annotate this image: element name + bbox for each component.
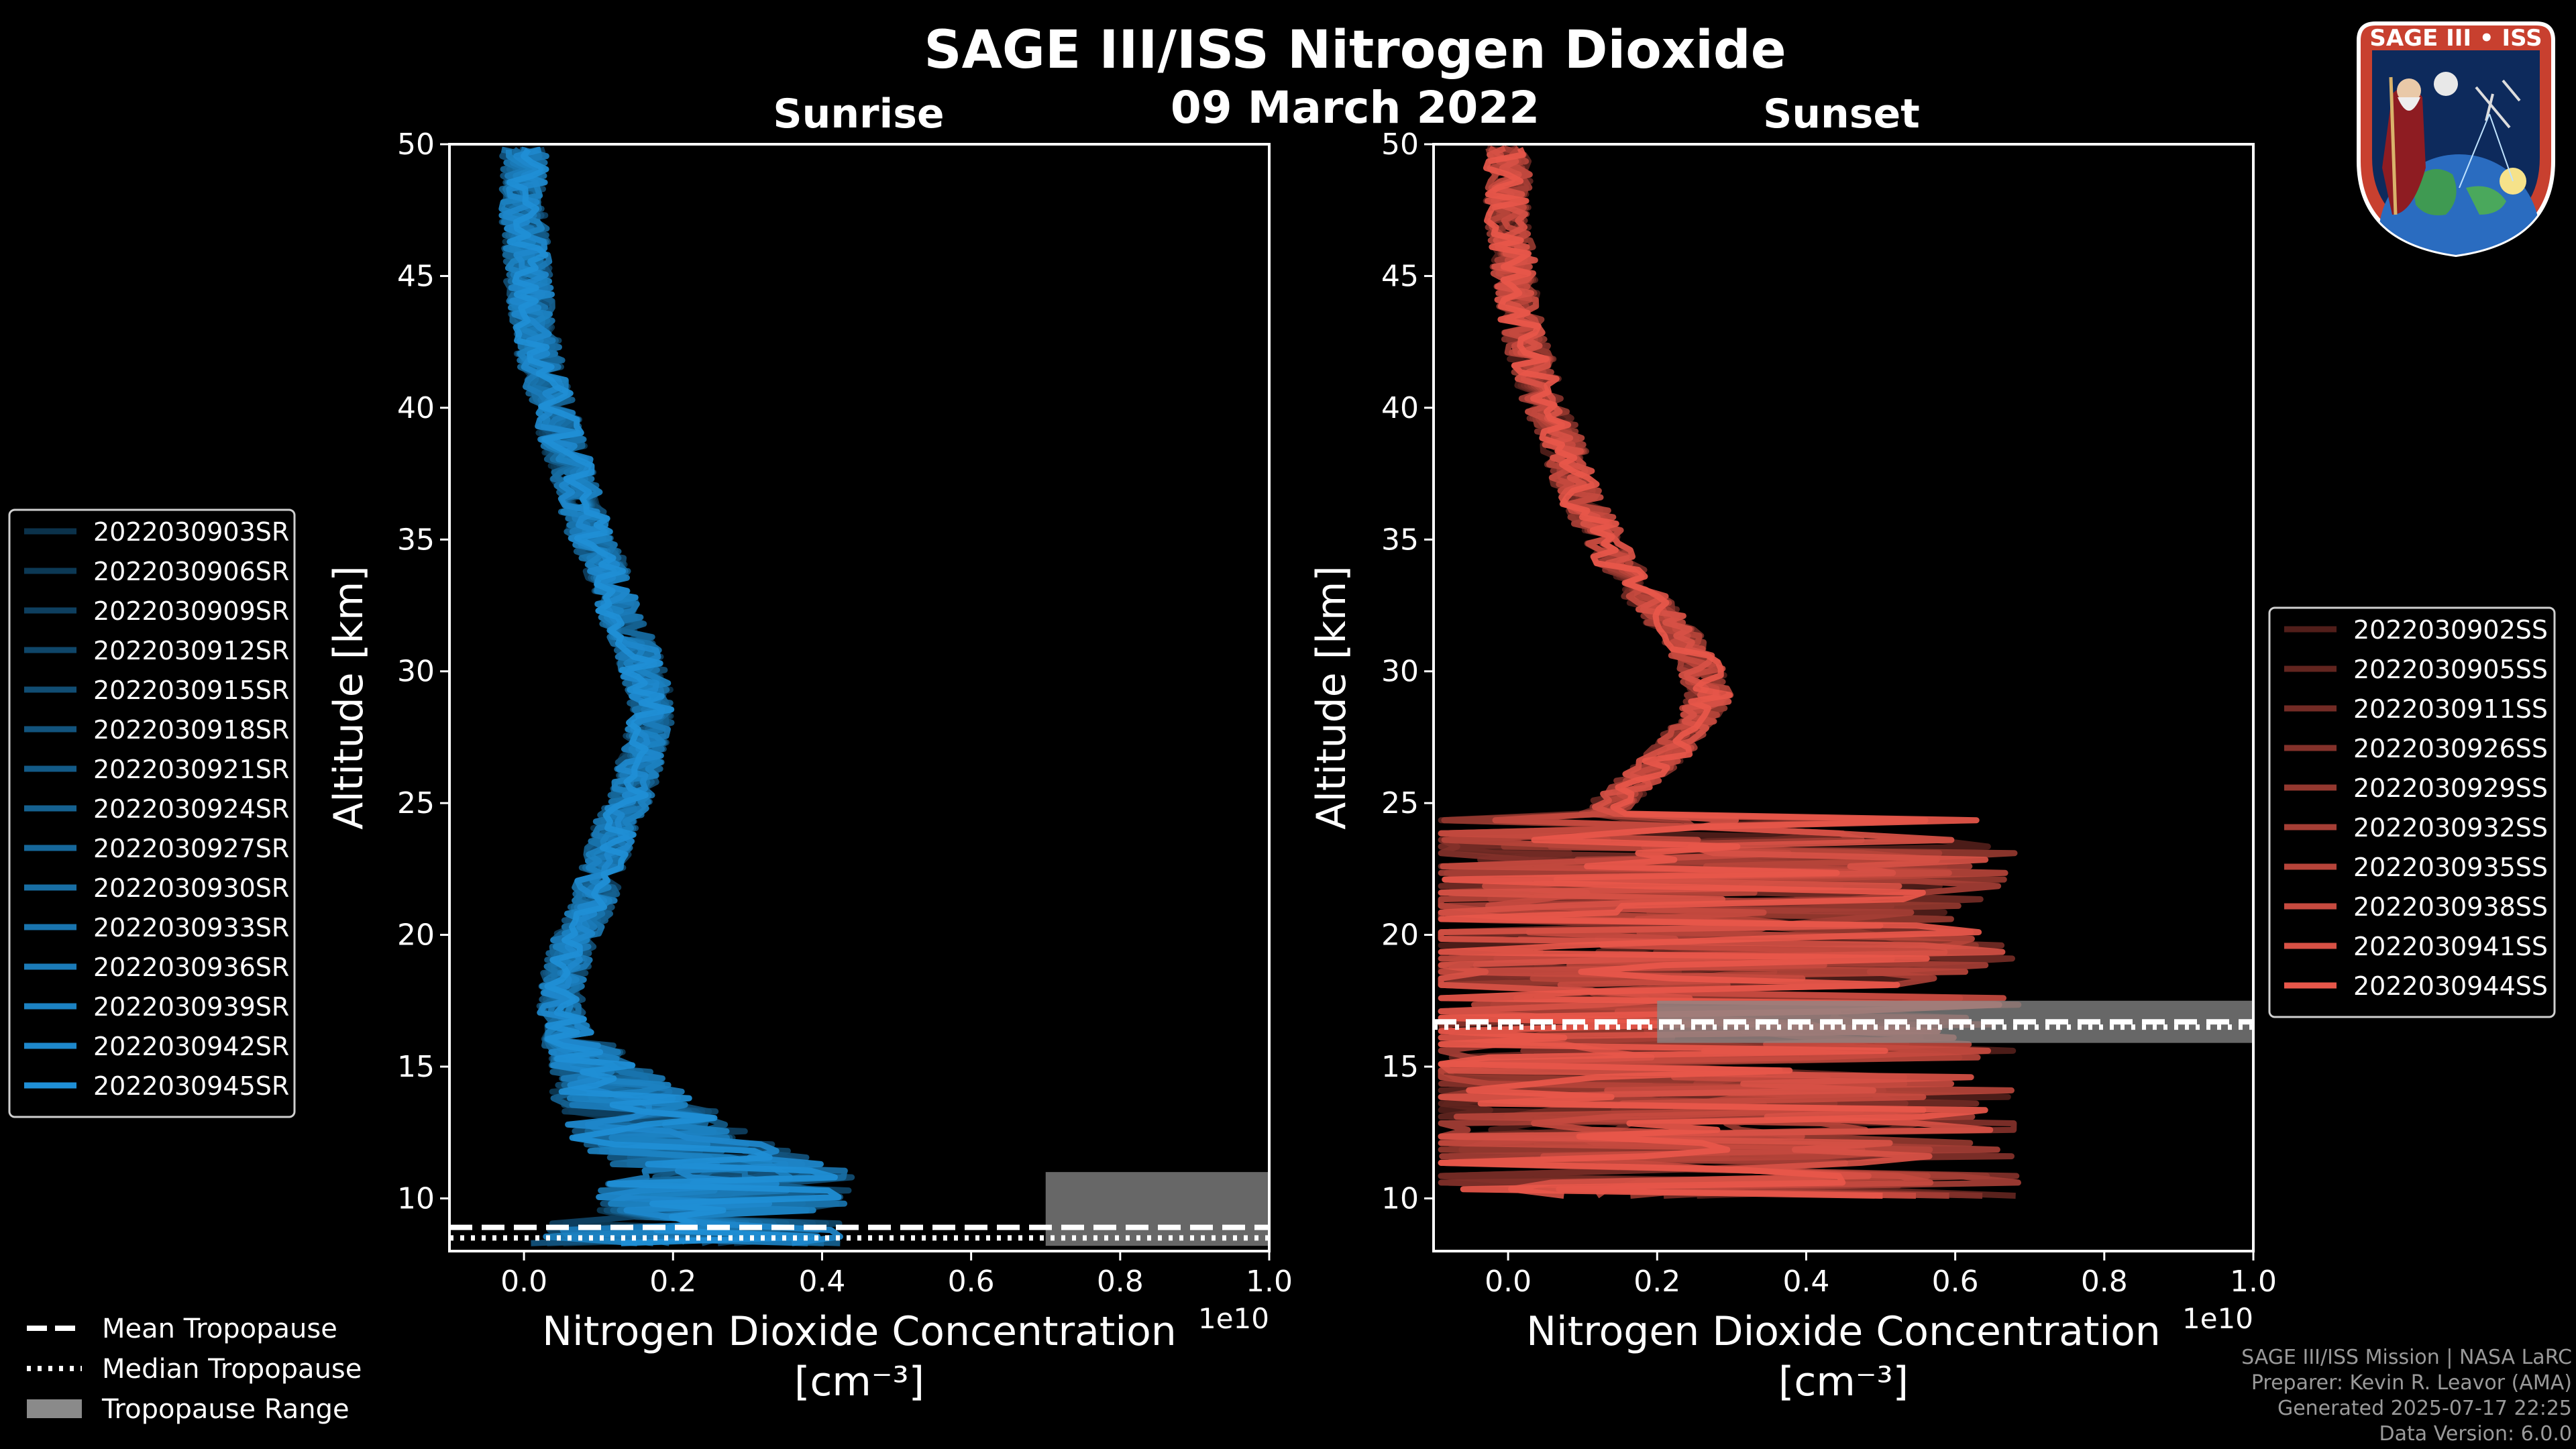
y-tick-label: 45	[1381, 259, 1419, 293]
legend-label: 2022030909SR	[93, 596, 289, 626]
x-tick-label: 1.0	[2230, 1265, 2277, 1299]
legend-label: 2022030932SS	[2353, 813, 2548, 843]
sunset-panel-title: Sunset	[1763, 91, 1920, 138]
y-tick-label: 40	[397, 391, 435, 425]
y-axis-label: Altitude [km]	[1308, 566, 1355, 830]
x-offset-label: 1e10	[1198, 1302, 1269, 1335]
legend-label: 2022030912SR	[93, 636, 289, 665]
x-tick-label: 0.4	[798, 1265, 845, 1299]
y-tick-label: 10	[397, 1181, 435, 1216]
tropopause-range-swatch	[27, 1399, 82, 1418]
x-axis-label: Nitrogen Dioxide Concentration	[542, 1308, 1177, 1355]
x-tick-label: 1.0	[1246, 1265, 1293, 1299]
y-tick-label: 30	[397, 655, 435, 689]
legend-label: 2022030935SS	[2353, 853, 2548, 882]
x-offset-label: 1e10	[2182, 1302, 2253, 1335]
x-axis-unit: [cm⁻³]	[794, 1358, 924, 1405]
credit-line: SAGE III/ISS Mission | NASA LaRC	[2241, 1346, 2572, 1369]
legend-label: 2022030945SR	[93, 1071, 289, 1101]
y-axis-label: Altitude [km]	[325, 566, 372, 830]
legend-label: 2022030911SS	[2353, 694, 2548, 724]
x-tick-label: 0.6	[1932, 1265, 1979, 1299]
credits-block: SAGE III/ISS Mission | NASA LaRC Prepare…	[2035, 1345, 2572, 1447]
y-tick-label: 20	[1381, 918, 1419, 953]
legend-label: 2022030929SS	[2353, 773, 2548, 803]
legend-label: 2022030927SR	[93, 834, 289, 863]
x-tick-label: 0.0	[1485, 1265, 1532, 1299]
y-tick-label: 35	[1381, 523, 1419, 557]
x-axis-label: Nitrogen Dioxide Concentration	[1526, 1308, 2161, 1355]
tropopause-legend-label: Tropopause Range	[101, 1394, 350, 1425]
y-tick-label: 35	[397, 523, 435, 557]
profile-line-2022030945SR	[506, 148, 842, 1246]
tropopause-legend: Mean Tropopause Median Tropopause Tropopau…	[27, 1313, 362, 1425]
legend-label: 2022030938SS	[2353, 892, 2548, 922]
legend-label: 2022030926SS	[2353, 734, 2548, 763]
x-tick-label: 0.8	[1097, 1265, 1144, 1299]
sage-iii-iss-mission-badge: SAGE III • ISS	[2357, 21, 2555, 258]
x-axis-unit: [cm⁻³]	[1778, 1358, 1909, 1405]
y-tick-label: 25	[1381, 786, 1419, 820]
legend-label: 2022030941SS	[2353, 932, 2548, 961]
series-legend-box	[8, 508, 296, 1118]
y-tick-label: 45	[397, 259, 435, 293]
x-tick-label: 0.2	[1633, 1265, 1680, 1299]
legend-label: 2022030930SR	[93, 873, 289, 903]
badge-title: SAGE III • ISS	[2369, 25, 2542, 52]
legend-label: 2022030933SR	[93, 913, 289, 943]
legend-label: 2022030905SS	[2353, 655, 2548, 684]
y-tick-label: 20	[397, 918, 435, 953]
credit-line: Generated 2025-07-17 22:25	[2277, 1397, 2572, 1420]
y-tick-label: 50	[1381, 127, 1419, 162]
legend-label: 2022030921SR	[93, 755, 289, 784]
x-tick-label: 0.2	[649, 1265, 696, 1299]
legend-label: 2022030944SS	[2353, 971, 2548, 1001]
legend-label: 2022030906SR	[93, 557, 289, 586]
x-tick-label: 0.4	[1782, 1265, 1829, 1299]
plot-frame	[448, 143, 1271, 1252]
x-tick-label: 0.8	[2081, 1265, 2128, 1299]
y-tick-label: 30	[1381, 655, 1419, 689]
date-label: 09 March 2022	[1170, 82, 1540, 133]
y-tick-label: 50	[397, 127, 435, 162]
legend-label: 2022030939SR	[93, 992, 289, 1022]
y-tick-label: 40	[1381, 391, 1419, 425]
x-tick-label: 0.0	[500, 1265, 547, 1299]
sunrise-panel-title: Sunrise	[773, 91, 945, 138]
x-tick-label: 0.6	[948, 1265, 995, 1299]
legend-label: 2022030936SR	[93, 953, 289, 982]
plot-frame	[1432, 143, 2255, 1252]
y-tick-label: 25	[397, 786, 435, 820]
tropopause-range-band	[1045, 1172, 1269, 1246]
tropopause-legend-label: Median Tropopause	[102, 1354, 362, 1385]
y-tick-label: 15	[397, 1050, 435, 1084]
main-title: SAGE III/ISS Nitrogen Dioxide	[924, 20, 1786, 80]
credit-line: Preparer: Kevin R. Leavor (AMA)	[2251, 1371, 2572, 1395]
legend-label: 2022030924SR	[93, 794, 289, 824]
legend-label: 2022030903SR	[93, 517, 289, 547]
tropopause-legend-label: Mean Tropopause	[102, 1313, 337, 1344]
y-tick-label: 10	[1381, 1181, 1419, 1216]
legend-label: 2022030902SS	[2353, 615, 2548, 645]
y-tick-label: 15	[1381, 1050, 1419, 1084]
legend-label: 2022030942SR	[93, 1032, 289, 1061]
series-legend-box	[2268, 606, 2556, 1018]
legend-label: 2022030918SR	[93, 715, 289, 745]
credit-line: Data Version: 6.0.0	[2379, 1422, 2572, 1446]
legend-label: 2022030915SR	[93, 676, 289, 705]
